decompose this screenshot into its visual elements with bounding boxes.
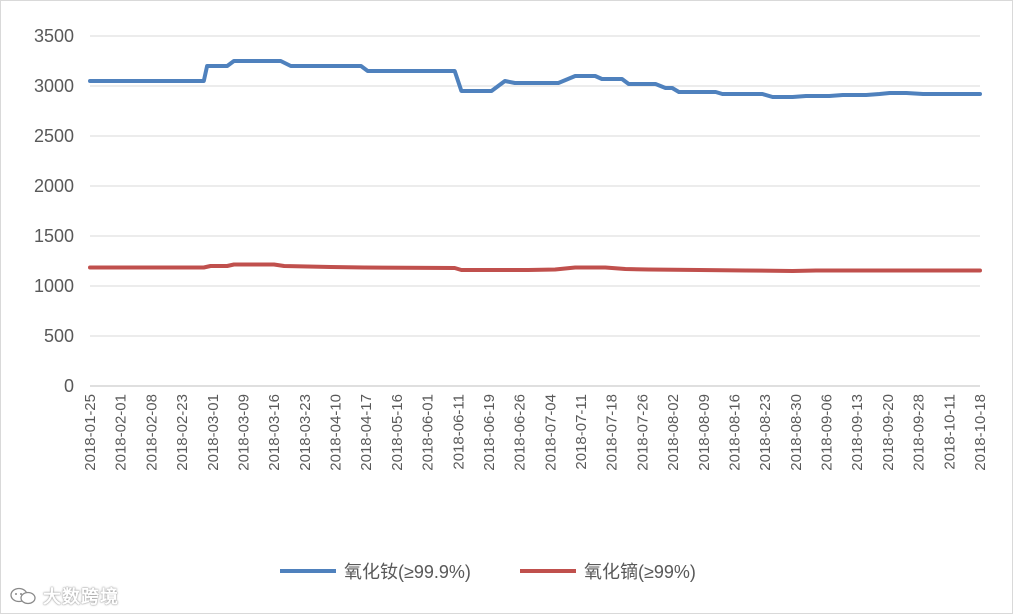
x-tick-label: 2018-08-16 xyxy=(726,394,743,471)
y-tick-label: 3500 xyxy=(34,26,74,46)
x-tick-label: 2018-07-11 xyxy=(573,394,590,470)
x-tick-label: 2018-08-30 xyxy=(788,394,805,471)
wechat-bubble-icon xyxy=(10,587,36,605)
y-axis-tick-labels: 0 500 1000 1500 2000 2500 3000 3500 xyxy=(34,26,74,396)
x-tick-label: 2018-06-19 xyxy=(481,394,498,471)
legend-label: 氧化镝(≥99%) xyxy=(584,562,696,582)
y-tick-label: 2500 xyxy=(34,126,74,146)
x-tick-label: 2018-09-20 xyxy=(880,394,897,471)
x-tick-label: 2018-04-10 xyxy=(328,394,345,471)
y-tick-label: 500 xyxy=(44,326,74,346)
x-tick-label: 2018-10-11 xyxy=(941,394,958,470)
y-tick-label: 2000 xyxy=(34,176,74,196)
y-tick-label: 1000 xyxy=(34,276,74,296)
x-tick-label: 2018-07-26 xyxy=(634,394,651,471)
y-tick-label: 0 xyxy=(64,376,74,396)
series-lines xyxy=(88,59,982,273)
x-tick-label: 2018-05-16 xyxy=(389,394,406,471)
x-tick-label: 2018-10-18 xyxy=(972,394,989,471)
x-tick-label: 2018-06-01 xyxy=(420,394,437,471)
x-tick-label: 2018-03-16 xyxy=(266,394,283,471)
legend: 氧化钕(≥99.9%) 氧化镝(≥99%) xyxy=(280,562,696,582)
x-tick-label: 2018-04-17 xyxy=(358,394,375,471)
x-tick-label: 2018-07-18 xyxy=(604,394,621,471)
x-tick-label: 2018-07-04 xyxy=(542,394,559,471)
x-tick-label: 2018-09-13 xyxy=(849,394,866,471)
x-tick-label: 2018-03-23 xyxy=(297,394,314,471)
series-line-1 xyxy=(88,59,982,99)
x-tick-label: 2018-01-25 xyxy=(82,394,99,471)
y-tick-label: 1500 xyxy=(34,226,74,246)
x-tick-label: 2018-08-09 xyxy=(696,394,713,471)
x-tick-label: 2018-08-02 xyxy=(665,394,682,471)
x-tick-label: 2018-03-09 xyxy=(235,394,252,471)
y-tick-label: 3000 xyxy=(34,76,74,96)
x-tick-label: 2018-08-23 xyxy=(757,394,774,471)
x-axis-tick-labels: 2018-01-25 2018-02-01 2018-02-08 2018-02-23… xyxy=(82,394,989,471)
x-tick-label: 2018-06-11 xyxy=(450,394,467,470)
x-tick-label: 2018-09-06 xyxy=(819,394,836,471)
grid-lines xyxy=(90,35,980,337)
x-tick-label: 2018-03-01 xyxy=(205,394,222,471)
x-tick-label: 2018-06-26 xyxy=(512,394,529,471)
x-tick-label: 2018-02-23 xyxy=(174,394,191,471)
watermark: 大数跨境 xyxy=(9,583,119,609)
x-tick-label: 2018-02-08 xyxy=(143,394,160,471)
series-line-2 xyxy=(88,262,982,273)
x-tick-label: 2018-02-01 xyxy=(113,394,130,471)
x-tick-label: 2018-09-28 xyxy=(911,394,928,471)
watermark-text: 大数跨境 xyxy=(43,587,119,607)
legend-label: 氧化钕(≥99.9%) xyxy=(344,562,471,582)
